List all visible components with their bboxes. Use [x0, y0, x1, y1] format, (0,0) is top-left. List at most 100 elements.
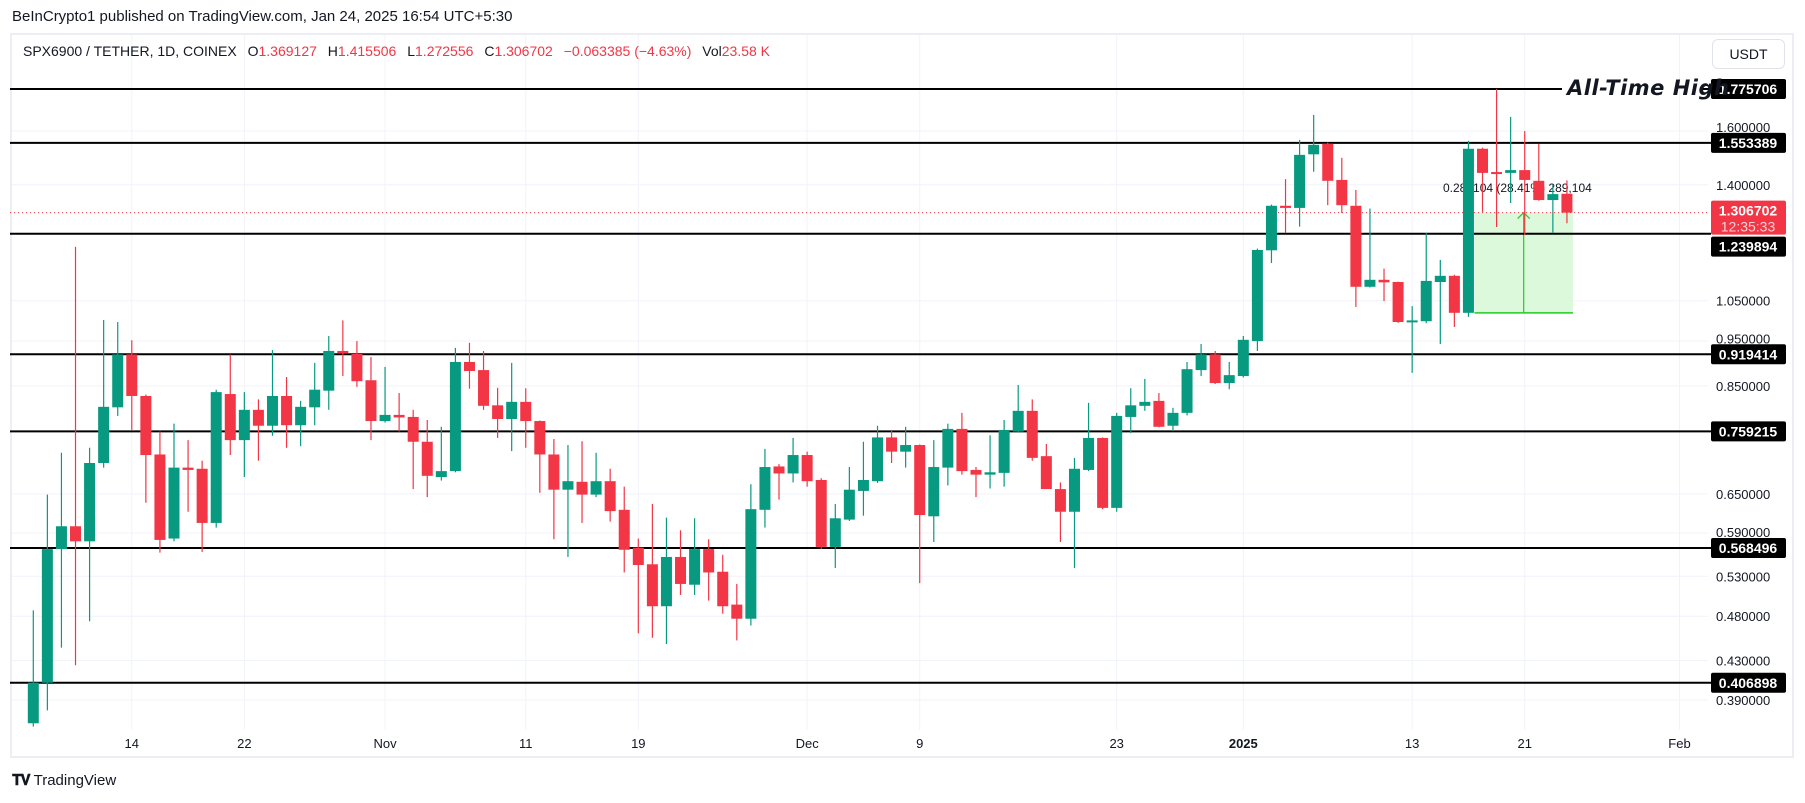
candle-body	[1209, 354, 1221, 384]
candle-body	[1448, 275, 1460, 313]
level-labels: 1.775706 1.553389 1.239894 0.919414 0.759215…	[1711, 79, 1786, 693]
candle-body	[928, 467, 940, 517]
candle-body	[126, 354, 138, 396]
candle	[407, 409, 419, 490]
candle-body	[857, 479, 869, 491]
level-label: 1.553389	[1719, 135, 1778, 151]
price-tick-label: 1.400000	[1716, 178, 1770, 193]
candle-body	[210, 392, 222, 523]
candle-body	[506, 401, 518, 419]
candle	[872, 425, 883, 483]
candle	[590, 452, 602, 498]
candle-body	[421, 441, 433, 476]
measure-label: 0.289104 (28.41%) 289,104	[1443, 181, 1592, 195]
candle	[1223, 361, 1235, 390]
candle-body	[689, 549, 701, 585]
candle-body	[815, 479, 827, 547]
level-label: 0.759215	[1719, 423, 1778, 439]
candle-body	[266, 395, 278, 426]
candle	[1054, 482, 1066, 543]
candle-body	[379, 414, 391, 422]
candle-body	[1519, 170, 1531, 180]
close-label: C	[484, 43, 495, 59]
candle-body	[745, 509, 757, 619]
level-label: 0.919414	[1719, 346, 1778, 362]
close-value: 1.306702	[494, 43, 553, 59]
candle-body	[548, 454, 560, 490]
candle-body	[632, 547, 644, 566]
candle	[1406, 306, 1418, 373]
candle-body	[1378, 279, 1390, 283]
candle-body	[1294, 154, 1306, 208]
time-tick-label: 2025	[1229, 736, 1258, 751]
candle	[1195, 344, 1207, 377]
candle	[84, 447, 96, 622]
candle-body	[281, 395, 293, 426]
level-label: 0.406898	[1719, 675, 1778, 691]
candle	[1251, 248, 1263, 351]
candle	[1083, 402, 1095, 472]
candle	[998, 420, 1010, 487]
published-caption: BeInCrypto1 published on TradingView.com…	[12, 8, 513, 25]
candle-body	[196, 468, 208, 523]
candle	[1434, 259, 1446, 345]
level-label-box	[1711, 344, 1786, 365]
price-tick-label: 0.850000	[1716, 379, 1770, 394]
candle-body	[731, 604, 743, 619]
candle-body	[27, 682, 39, 724]
candle-body	[1392, 281, 1404, 323]
candle-body	[1167, 412, 1179, 426]
candle-body	[562, 481, 574, 490]
last-price-tag: 1.306702 12:35:33	[1711, 200, 1786, 235]
tradingview-logo[interactable]: 𝐓𝐕 TradingView	[12, 772, 116, 789]
candle	[1139, 378, 1151, 411]
candle-body	[1533, 180, 1545, 201]
candle-body	[787, 455, 799, 474]
candle-body	[435, 471, 447, 478]
candle	[266, 350, 278, 436]
candle	[1448, 274, 1460, 327]
currency-button[interactable]: USDT	[1712, 39, 1785, 69]
candle	[745, 484, 757, 626]
candle	[478, 350, 490, 410]
level-label-box	[1711, 538, 1786, 559]
price-tick-label: 0.590000	[1716, 525, 1770, 540]
time-tick-label: 13	[1405, 736, 1419, 751]
candle-body	[98, 406, 110, 463]
candle-body	[112, 354, 124, 408]
candle-body	[1068, 468, 1080, 512]
candle-body	[168, 467, 180, 539]
candle-body	[84, 462, 96, 542]
candle-body	[1505, 170, 1517, 173]
candle-body	[393, 414, 405, 418]
candle	[1209, 350, 1221, 385]
candle-body	[984, 472, 996, 475]
candle-body	[1336, 179, 1348, 206]
candle	[857, 441, 869, 516]
candle-body	[309, 389, 321, 408]
candle	[1491, 88, 1503, 227]
candle	[323, 336, 335, 410]
candle	[1378, 268, 1390, 302]
candle	[675, 530, 687, 595]
candle	[717, 554, 729, 614]
candle	[646, 504, 658, 638]
candle-body	[1223, 375, 1235, 384]
price-tick-label: 0.430000	[1716, 654, 1770, 669]
candle-body	[576, 481, 588, 495]
candle	[1125, 388, 1137, 434]
symbol-title[interactable]: SPX6900 / TETHER, 1D, COINEX	[23, 43, 237, 59]
candle-body	[463, 361, 475, 372]
price-tick-label: 1.050000	[1716, 294, 1770, 309]
candle-body	[1406, 320, 1418, 323]
candle	[492, 387, 504, 438]
candle	[168, 423, 180, 542]
time-tick-label: 14	[125, 736, 139, 751]
candle	[914, 444, 926, 584]
volume-label: Vol	[702, 43, 722, 59]
candle	[576, 441, 588, 523]
candle	[548, 439, 560, 540]
candle-body	[886, 437, 898, 452]
candle-body	[238, 409, 250, 441]
